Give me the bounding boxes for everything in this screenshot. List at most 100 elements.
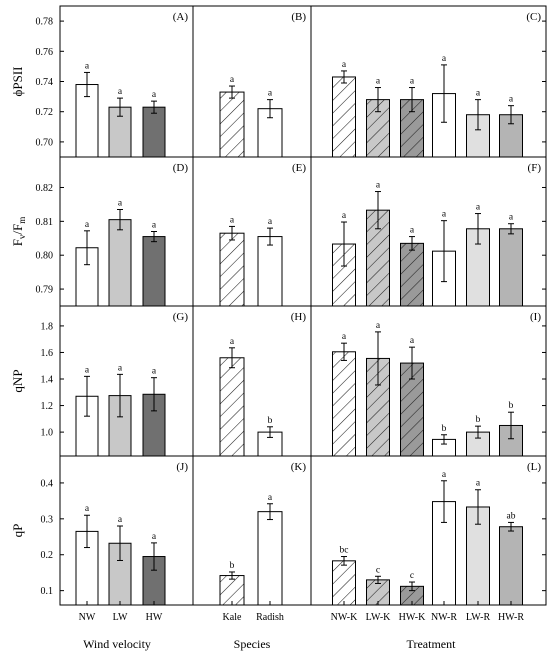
panel-label: (C) xyxy=(526,11,541,23)
significance-letter: a xyxy=(342,332,347,342)
significance-letter: a xyxy=(268,493,273,503)
panel-d: (D) a a a xyxy=(59,156,194,307)
x-tick-label-lw-r: LW-R xyxy=(466,612,491,623)
bar-hatch-nw-k xyxy=(332,351,356,456)
significance-letter: a xyxy=(268,89,273,99)
bar-fill-nw-r xyxy=(432,439,456,456)
x-title-treatment: Treatment xyxy=(407,637,457,651)
panel-a: (A) a a a xyxy=(59,5,194,158)
panel-c: (C) a a a a a a xyxy=(310,5,547,158)
significance-letter: a xyxy=(152,221,157,231)
bar-hatch-hw-k xyxy=(400,363,424,456)
y-axis-label-part: /F xyxy=(10,224,25,235)
x-axis-titles: Wind velocity Species Treatment xyxy=(83,637,456,651)
significance-letter: a xyxy=(410,226,415,236)
significance-letter: a xyxy=(442,210,447,220)
bar-fill-radish xyxy=(258,432,282,456)
significance-letter: a xyxy=(376,77,381,87)
panel-f: (F) a a a a a a xyxy=(310,156,547,307)
panel-label: (J) xyxy=(176,461,188,473)
bar-fill-hw-r xyxy=(499,526,523,605)
significance-letter: a xyxy=(442,54,447,64)
bar-fill-lw xyxy=(109,107,131,157)
bar-fill-hw xyxy=(143,394,165,456)
significance-letter: a xyxy=(85,504,90,514)
y-axis-label: Fv/Fm xyxy=(10,217,27,247)
panel-label: (D) xyxy=(173,162,189,174)
bar-hatch-lw-k xyxy=(366,210,390,306)
significance-letter: ab xyxy=(507,511,516,521)
y-tick-label: 1.6 xyxy=(41,348,54,359)
significance-letter: a xyxy=(152,532,157,542)
panel-k: (K) b Kale a Radish xyxy=(192,455,312,623)
bar-fill-lw-r xyxy=(466,114,490,157)
bar-hatch-hw-k xyxy=(400,99,424,157)
bar-fill-lw xyxy=(109,395,131,456)
y-tick-label: 0.1 xyxy=(41,586,54,597)
significance-letter: c xyxy=(376,565,380,575)
significance-letter: a xyxy=(410,336,415,346)
panel-h: (H) a b xyxy=(192,305,312,457)
y-tick-label: 0.76 xyxy=(36,47,54,58)
panel-frame xyxy=(310,455,547,606)
panel-e: (E) a a xyxy=(192,156,312,307)
y-axis-label: ϕPSII xyxy=(10,67,25,97)
panel-b: (B) a a xyxy=(192,5,312,158)
y-axis-label: qP xyxy=(10,524,25,538)
significance-letter: a xyxy=(342,211,347,221)
bar-fill-hw xyxy=(143,107,165,157)
y-tick-label: 0.82 xyxy=(36,183,54,194)
bar-hatch-hw-k xyxy=(400,243,424,306)
bar-fill-lw-r xyxy=(466,506,490,605)
x-tick-label-nw-r: NW-R xyxy=(431,612,457,623)
bar-fill-nw xyxy=(76,84,98,157)
panel-i: (I) a a a b b b xyxy=(310,305,547,457)
bar-hatch-nw-k xyxy=(332,244,356,306)
significance-letter: b xyxy=(442,424,447,434)
x-tick-label-radish: Radish xyxy=(256,612,284,623)
y-tick-label: 1.4 xyxy=(41,375,54,386)
panel-frame xyxy=(192,156,312,307)
x-tick-label-lw: LW xyxy=(113,612,128,623)
significance-letter: a xyxy=(376,181,381,191)
chart-grid: 0.70 0.72 0.74 0.76 0.78 ϕPSII (A) a a a (B) a a (C) a… xyxy=(10,5,547,623)
significance-letter: a xyxy=(410,77,415,87)
y-axis-label-part: m xyxy=(17,217,27,224)
y-tick-label: 0.4 xyxy=(41,478,54,489)
y-tick-label: 0.81 xyxy=(36,217,54,228)
significance-letter: b xyxy=(509,401,514,411)
y-tick-label: 0.80 xyxy=(36,251,54,262)
bar-fill-nw-r xyxy=(432,93,456,157)
significance-letter: b xyxy=(476,415,481,425)
significance-letter: a xyxy=(152,90,157,100)
x-tick-label-hw-k: HW-K xyxy=(399,612,426,623)
y-tick-label: 0.74 xyxy=(36,77,54,88)
panel-frame xyxy=(192,305,312,457)
bar-fill-hw-r xyxy=(499,228,523,306)
significance-letter: a xyxy=(85,365,90,375)
bar-fill-nw xyxy=(76,396,98,456)
significance-letter: a xyxy=(442,470,447,480)
panel-label: (F) xyxy=(528,162,542,174)
y-tick-label: 1.8 xyxy=(41,321,54,332)
y-tick-label: 0.3 xyxy=(41,514,54,525)
panel-g: (G) a a a xyxy=(59,305,194,457)
chart-row-3: 1.0 1.2 1.4 1.6 1.8 qNP (G) a a a (H) a b (I) a a a b b b xyxy=(10,305,547,457)
x-tick-label-hw-r: HW-R xyxy=(498,612,524,623)
bar-fill-radish xyxy=(258,511,282,605)
significance-letter: a xyxy=(118,515,123,525)
significance-letter: a xyxy=(268,217,273,227)
significance-letter: a xyxy=(152,367,157,377)
panel-label: (K) xyxy=(291,461,307,473)
significance-letter: a xyxy=(509,213,514,223)
panel-label: (L) xyxy=(527,461,541,473)
x-tick-label-kale: Kale xyxy=(223,612,242,623)
bar-fill-lw xyxy=(109,543,131,605)
bar-fill-hw-r xyxy=(499,425,523,456)
chart-row-1: 0.70 0.72 0.74 0.76 0.78 ϕPSII (A) a a a (B) a a (C) a… xyxy=(10,5,547,158)
panel-label: (G) xyxy=(173,311,189,323)
y-axis-label-part: v xyxy=(17,234,27,239)
x-tick-label-hw: HW xyxy=(146,612,163,623)
panel-label: (B) xyxy=(291,11,306,23)
